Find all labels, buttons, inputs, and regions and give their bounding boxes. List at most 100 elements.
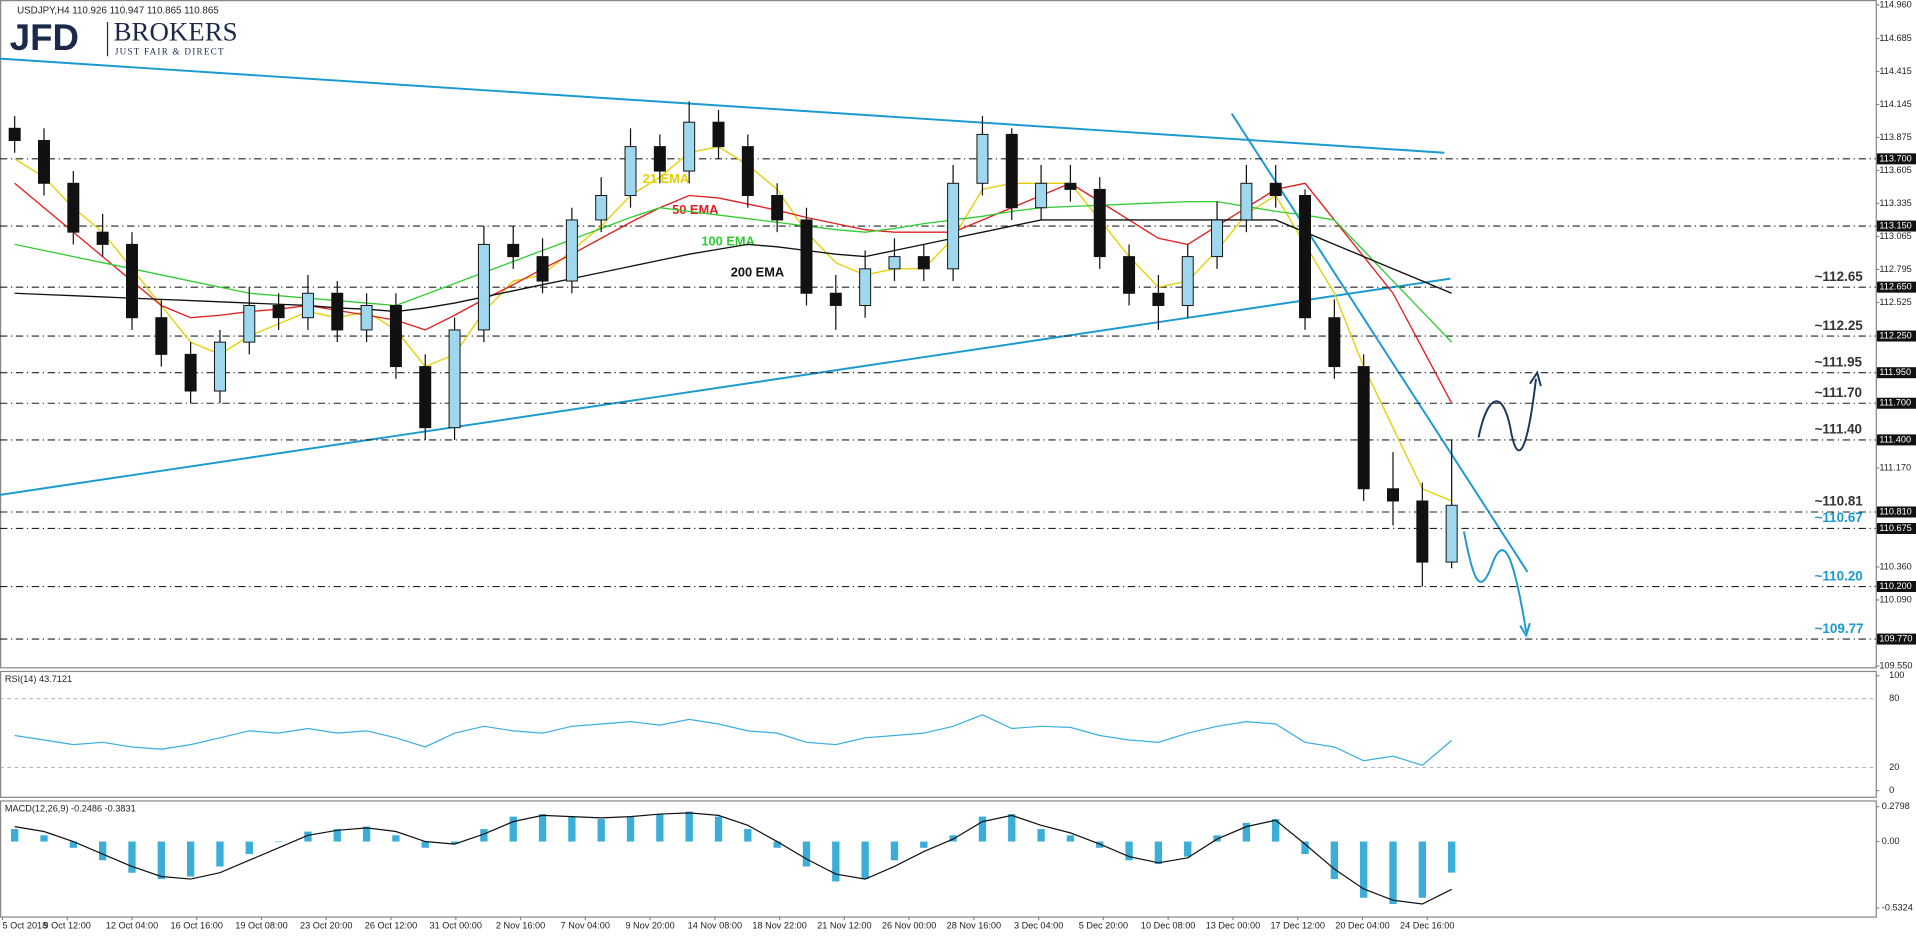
y-tick-label: 114.145	[1879, 99, 1911, 109]
macd-bar	[392, 835, 400, 842]
macd-bar	[509, 816, 517, 842]
candle-body	[272, 304, 285, 319]
level-label: 112.650	[1879, 282, 1911, 292]
ema-label: 21 EMA	[643, 171, 689, 186]
macd-bar	[274, 841, 283, 843]
y-tick-label: 20	[1889, 762, 1899, 772]
candle-body	[184, 353, 197, 392]
x-tick-label: 28 Nov 16:00	[947, 921, 1001, 931]
level-label-box	[1876, 330, 1916, 342]
macd-bar	[1418, 841, 1426, 898]
level-label: 113.150	[1879, 220, 1911, 230]
candle-body	[419, 366, 432, 429]
macd-bar	[920, 841, 928, 848]
candle-body	[96, 231, 109, 245]
candle-body	[360, 304, 373, 331]
level-label: 112.250	[1879, 330, 1911, 340]
candle-body	[859, 268, 872, 306]
y-tick-label: 114.415	[1879, 66, 1911, 76]
macd-bar	[480, 829, 488, 842]
level-label-box	[1876, 220, 1916, 232]
macd-bar	[186, 841, 195, 877]
candle-body	[947, 182, 960, 270]
macd-bar	[128, 841, 136, 873]
candle-body	[1387, 488, 1399, 502]
level-note: ~111.95	[1815, 354, 1863, 369]
macd-bar	[1066, 835, 1075, 842]
macd-bar	[362, 826, 371, 842]
macd-bar	[861, 841, 869, 880]
candle-body	[1240, 182, 1253, 221]
macd-bar	[773, 841, 781, 848]
level-label: 109.770	[1879, 633, 1912, 643]
level-label-box	[1876, 367, 1916, 379]
candle-body	[712, 121, 725, 148]
arrow-head	[1519, 622, 1531, 638]
candle-body	[741, 146, 754, 196]
macd-bar	[1213, 835, 1221, 842]
macd-bar	[656, 814, 664, 842]
macd-bar	[1008, 814, 1016, 842]
candle-body	[1328, 317, 1341, 368]
macd-bar	[1360, 841, 1368, 898]
macd-bar	[216, 841, 224, 867]
level-note: ~109.77	[1815, 621, 1864, 636]
candle-body	[8, 127, 21, 142]
candle-body	[1357, 366, 1370, 490]
x-tick-label: 26 Oct 12:00	[365, 921, 417, 931]
candle-body	[565, 219, 578, 282]
level-label: 110.810	[1879, 506, 1911, 516]
level-label: 113.700	[1879, 153, 1911, 163]
logo-tagline: JUST FAIR & DIRECT	[115, 47, 225, 57]
macd-bar	[450, 841, 459, 845]
level-note: ~110.20	[1815, 568, 1863, 583]
x-tick-label: 5 Dec 20:00	[1079, 921, 1128, 931]
candle-body	[653, 146, 666, 172]
macd-bar	[98, 841, 107, 861]
x-tick-label: 12 Oct 04:00	[106, 921, 158, 931]
candle-body	[1152, 292, 1165, 306]
upper-trendline	[0, 57, 1445, 154]
macd-bar	[1272, 819, 1280, 842]
candle-body	[243, 304, 256, 343]
y-tick-label: 0.2798	[1882, 801, 1910, 811]
arrow-path	[1477, 378, 1537, 452]
level-label-box	[1876, 522, 1916, 534]
y-tick-label: 113.335	[1879, 198, 1911, 208]
x-tick-label: 14 Nov 08:00	[688, 921, 742, 931]
macd-bar	[1037, 829, 1045, 842]
candle-body	[1445, 504, 1458, 563]
candle-body	[1211, 219, 1224, 258]
level-label-box	[1876, 153, 1916, 165]
macd-bar	[245, 841, 253, 855]
candle-body	[1123, 256, 1136, 294]
lower-trendline	[0, 277, 1451, 496]
macd-bar	[40, 835, 48, 842]
rsi-panel	[0, 670, 1877, 798]
x-tick-label: 16 Oct 16:00	[171, 921, 223, 931]
macd-bar	[1301, 841, 1309, 855]
logo-name: JFD	[10, 17, 79, 58]
macd-bar	[714, 816, 723, 842]
candle-body	[800, 219, 813, 294]
x-tick-label: 13 Dec 00:00	[1206, 921, 1260, 931]
level-label: 111.400	[1879, 434, 1911, 444]
logo-brand: BROKERS	[114, 16, 238, 46]
level-label-box	[1876, 506, 1916, 518]
bearish-scenario-arrow	[1462, 531, 1531, 638]
candle-body	[389, 304, 402, 368]
x-tick-label: 5 Oct 2018	[2, 921, 47, 931]
x-tick-label: 10 Dec 08:00	[1141, 921, 1195, 931]
x-tick-label: 3 Dec 04:00	[1014, 921, 1063, 931]
x-tick-label: 7 Nov 04:00	[561, 921, 610, 931]
macd-bar	[157, 841, 165, 880]
x-tick-label: 18 Nov 22:00	[752, 921, 806, 931]
macd-bar	[421, 841, 429, 848]
macd-title: MACD(12,26,9) -0.2486 -0.3831	[5, 803, 136, 813]
level-note: ~111.40	[1815, 422, 1862, 437]
candle-body	[1064, 182, 1077, 190]
signal-line	[14, 812, 1452, 905]
y-tick-label: 113.065	[1879, 231, 1911, 241]
macd-bar	[568, 816, 576, 842]
